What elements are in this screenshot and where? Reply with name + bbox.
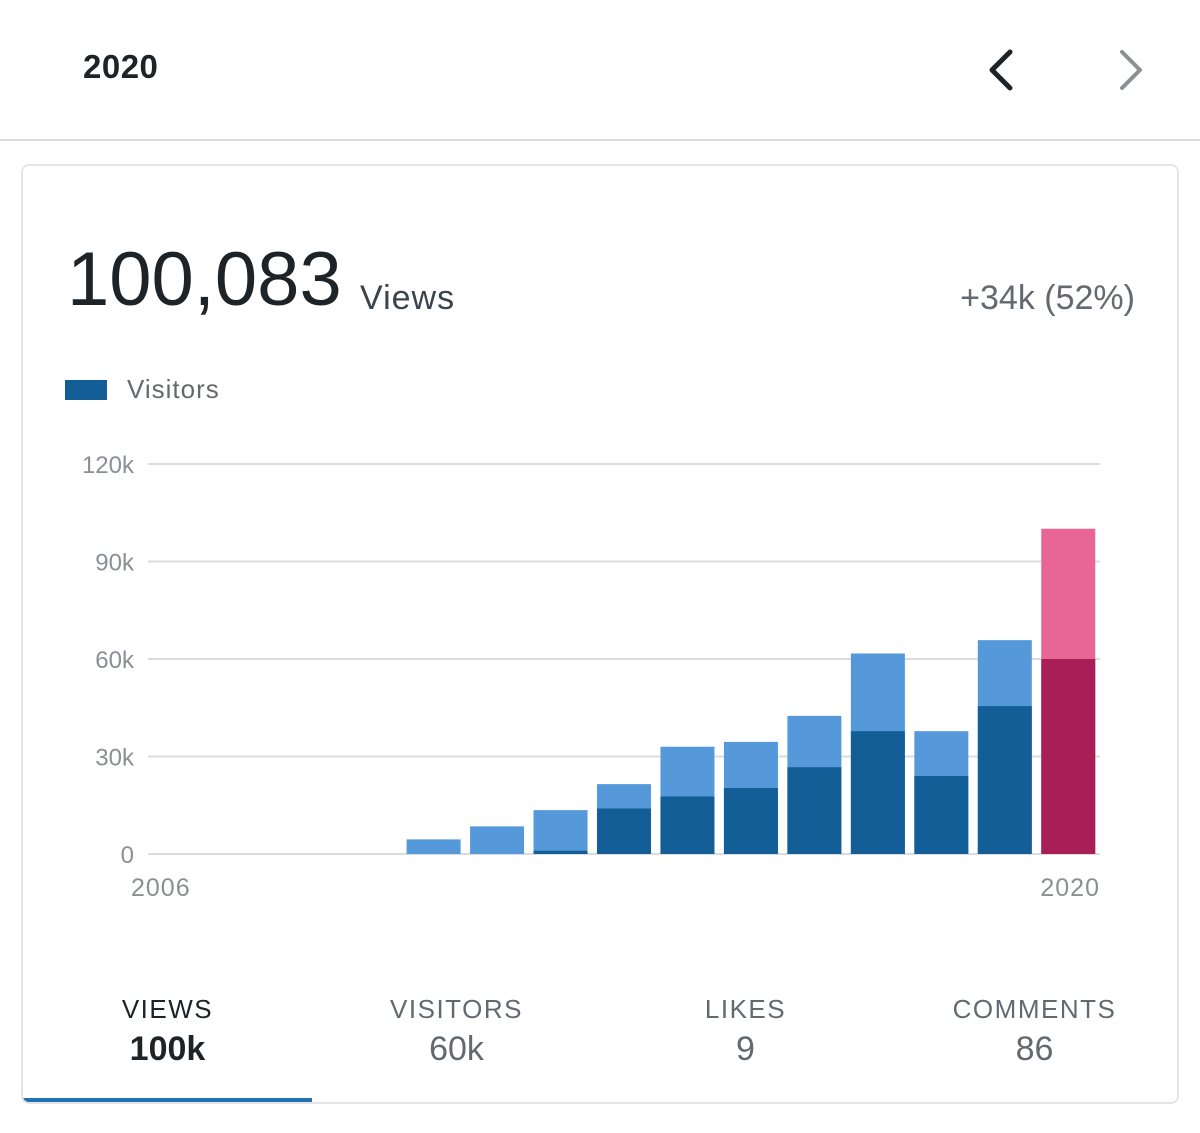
visitors-bar-2013 — [597, 808, 651, 854]
active-tab-indicator — [23, 1098, 312, 1102]
y-tick-label: 120k — [82, 452, 135, 479]
period-title: 2020 — [83, 48, 159, 85]
x-tick-label: 2020 — [1040, 874, 1100, 902]
visitors-bar-2015 — [723, 788, 778, 854]
chevron-right-icon — [1120, 50, 1142, 90]
chevron-left-icon — [989, 49, 1013, 91]
tab-comments-label: COMMENTS — [952, 994, 1117, 1024]
period-header: 2020 — [0, 0, 1200, 141]
legend-label-visitors: Visitors — [127, 374, 220, 404]
y-tick-label: 30k — [95, 745, 135, 772]
visitors-bar-2017 — [850, 731, 905, 854]
visitors-bar-2012 — [533, 850, 588, 854]
tab-views-value: 100k — [129, 1030, 206, 1068]
total-views-unit: Views — [360, 279, 456, 317]
visitors-bar-2018 — [914, 776, 969, 854]
tab-comments[interactable]: COMMENTS 86 — [890, 976, 1177, 1102]
visitors-bar-2014 — [660, 796, 715, 854]
y-tick-label: 90k — [95, 550, 135, 577]
x-tick-label: 2006 — [131, 874, 191, 902]
visitors-bar-2016 — [787, 767, 842, 854]
tab-likes[interactable]: LIKES 9 — [601, 976, 890, 1102]
next-period-button[interactable] — [1100, 40, 1160, 100]
tab-views-label: VIEWS — [121, 994, 214, 1024]
views-bar-2012 — [533, 810, 588, 854]
visitors-bar-2020 — [1041, 659, 1096, 854]
previous-period-button[interactable] — [972, 40, 1032, 100]
stats-card: 100,083 Views +34k (52%) Visitors 0 30k 60… — [21, 164, 1179, 1104]
y-tick-label: 0 — [121, 842, 134, 869]
tab-visitors-label: VISITORS — [390, 994, 523, 1024]
change-indicator: +34k (52%) — [960, 279, 1135, 317]
legend-swatch-visitors — [65, 379, 107, 400]
views-bar-2011 — [470, 826, 525, 854]
chart-legend: Visitors — [65, 374, 220, 405]
tab-comments-value: 86 — [1015, 1030, 1054, 1068]
views-bar-2010 — [406, 839, 461, 854]
visitors-bar-2019 — [977, 706, 1032, 854]
y-tick-label: 60k — [95, 647, 135, 674]
tab-likes-value: 9 — [736, 1030, 755, 1068]
views-bar-chart: 0 30k 60k 90k 120k 2006 2020 — [82, 452, 1100, 902]
tab-likes-label: LIKES — [704, 994, 787, 1024]
tab-visitors-value: 60k — [429, 1030, 484, 1068]
tab-visitors[interactable]: VISITORS 60k — [312, 976, 601, 1102]
total-views-value: 100,083 — [67, 237, 342, 322]
metric-tabs: VIEWS 100k VISITORS 60k LIKES 9 COMMENTS… — [23, 976, 1177, 1102]
tab-views[interactable]: VIEWS 100k — [23, 976, 312, 1102]
